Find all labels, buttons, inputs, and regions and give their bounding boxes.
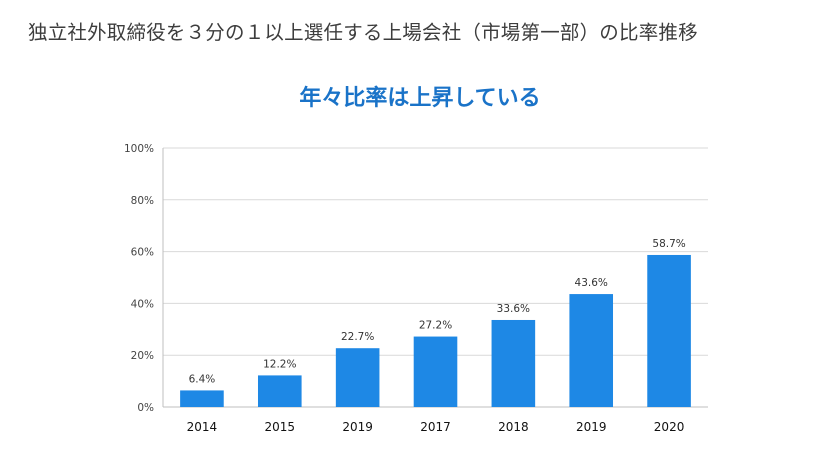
- y-tick-label: 60%: [131, 247, 154, 259]
- data-label: 6.4%: [189, 373, 216, 385]
- x-tick-label: 2019: [342, 420, 373, 434]
- x-tick-label: 2020: [654, 420, 685, 434]
- bar: [491, 319, 536, 407]
- bar: [647, 254, 691, 407]
- x-tick-label: 2015: [265, 420, 296, 434]
- bars: [180, 254, 691, 407]
- bar: [335, 348, 380, 407]
- bar: [180, 390, 224, 407]
- page-title: 独立社外取締役を３分の１以上選任する上場会社（市場第一部）の比率推移: [28, 21, 698, 44]
- bar: [569, 294, 614, 407]
- y-tick-label: 20%: [131, 350, 154, 362]
- y-tick-label: 100%: [124, 143, 154, 155]
- bar: [257, 375, 302, 407]
- y-tick-label: 40%: [131, 298, 154, 310]
- bar: [413, 336, 458, 407]
- x-tick-label: 2019: [576, 420, 607, 434]
- data-label: 33.6%: [497, 303, 530, 315]
- labels: 0% 20% 40% 60% 80% 100% 6.4% 2014 12.2% 2015 22.7%…: [124, 143, 686, 434]
- y-tick-label: 0%: [137, 402, 154, 414]
- chart-headline: 年々比率は上昇している: [299, 86, 541, 111]
- y-tick-label: 80%: [131, 195, 154, 207]
- data-label: 43.6%: [575, 277, 608, 289]
- x-tick-label: 2017: [420, 420, 451, 434]
- data-label: 22.7%: [341, 331, 374, 343]
- data-label: 58.7%: [652, 238, 685, 250]
- data-label: 12.2%: [263, 358, 296, 370]
- data-label: 27.2%: [419, 320, 452, 332]
- x-tick-label: 2018: [498, 420, 529, 434]
- x-tick-label: 2014: [187, 420, 218, 434]
